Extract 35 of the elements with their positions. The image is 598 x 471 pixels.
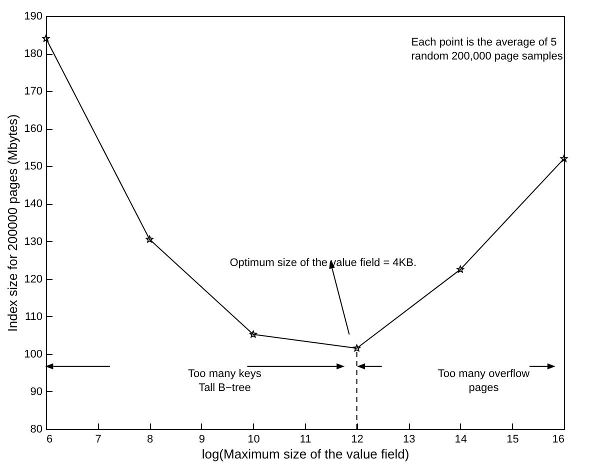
x-tick-label: 8 [147,434,154,446]
annotation: Each point is the average of 5 random 200,000 page samples. [411,36,566,63]
x-tick-label: 11 [300,434,312,446]
point [42,34,50,42]
x-axis-title: log(Maximum size of the value field) [202,446,410,462]
y-tick-label: 110 [24,310,42,323]
x-tick-label: 6 [46,434,53,446]
point [353,344,360,352]
point [560,154,568,162]
y-tick-label: 130 [24,236,42,248]
x-tick-label: 7 [95,434,102,446]
point [250,330,257,338]
x-tick-label: 13 [402,434,416,446]
x-tick-label: 10 [248,434,260,446]
y-tick-label: 160 [24,123,42,136]
x-tick-label: 15 [506,434,519,446]
y-tick-label: 90 [30,386,42,398]
annotation: Too many keys Tall B−tree [188,368,262,394]
y-axis-title: Index size for 200000 pages (Mbytes) [5,114,20,332]
x-tick-label: 12 [351,434,364,446]
y-tick-label: 180 [24,48,42,60]
y-tick-label: 170 [24,86,42,98]
y-tick-label: 150 [24,160,42,173]
y-tick-label: 190 [24,10,42,22]
x-tick-label: 16 [552,434,564,446]
point [456,266,464,273]
x-tick-label: 9 [198,434,205,446]
point [146,236,154,243]
annotation: Too many overflow pages [438,368,530,394]
y-tick-label: 80 [30,424,42,436]
y-tick-label: 100 [24,348,42,360]
x-tick-label: 14 [454,434,468,446]
y-tick-label: 120 [24,273,42,286]
y-tick-label: 140 [24,198,42,210]
annotation: Optimum size of the value field = 4KB. [230,257,417,270]
